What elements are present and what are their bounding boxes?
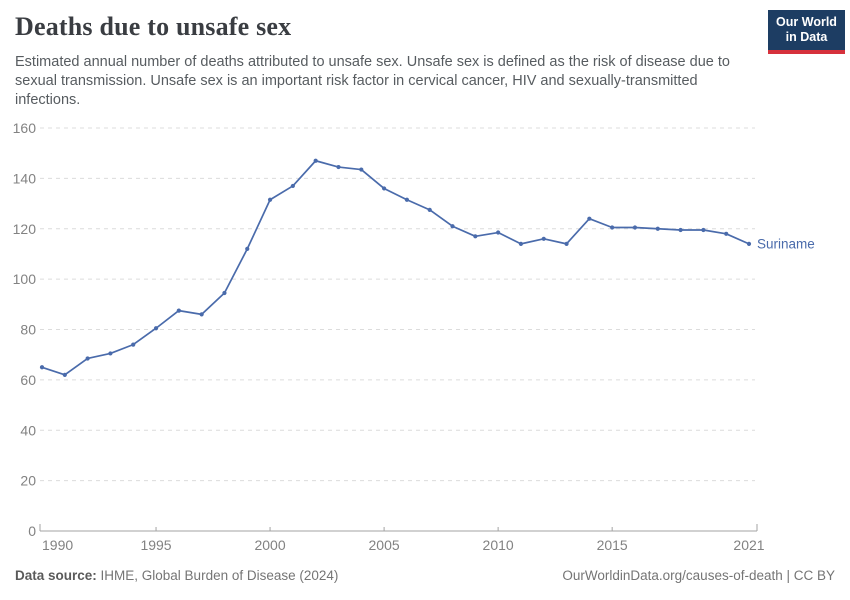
x-axis-tick-label: 2021 <box>733 537 764 553</box>
data-point[interactable] <box>746 241 752 246</box>
data-source-value: IHME, Global Burden of Disease (2024) <box>96 568 339 583</box>
data-point[interactable] <box>610 225 615 230</box>
data-point[interactable] <box>245 246 250 251</box>
data-source-label: Data source: <box>15 568 97 583</box>
data-point[interactable] <box>564 241 569 246</box>
data-point[interactable] <box>701 227 706 233</box>
series-label-suriname[interactable]: Suriname <box>757 236 815 251</box>
data-point[interactable] <box>39 365 45 370</box>
data-point[interactable] <box>632 225 638 230</box>
license-link[interactable]: OurWorldinData.org/causes-of-death | CC … <box>562 568 835 583</box>
chart-footer: Data source: IHME, Global Burden of Dise… <box>15 568 835 583</box>
data-point[interactable] <box>131 342 136 347</box>
y-axis-tick-label: 160 <box>13 120 37 136</box>
x-axis-tick-label: 2015 <box>597 537 628 553</box>
data-point[interactable] <box>199 312 204 317</box>
y-axis-tick-label: 140 <box>13 170 37 186</box>
data-point[interactable] <box>381 186 387 191</box>
data-point[interactable] <box>62 372 67 377</box>
data-point[interactable] <box>108 351 113 356</box>
owid-logo-line2: in Data <box>785 30 828 44</box>
data-point[interactable] <box>496 230 501 235</box>
y-axis-tick-label: 40 <box>20 422 36 438</box>
data-point[interactable] <box>313 158 318 163</box>
chart-title: Deaths due to unsafe sex <box>15 12 292 41</box>
data-point[interactable] <box>655 226 660 231</box>
owid-logo-line1: Our World <box>776 15 837 29</box>
data-point[interactable] <box>518 241 524 246</box>
x-axis-tick-label: 2010 <box>483 537 514 553</box>
owid-logo[interactable]: Our World in Data <box>768 10 845 54</box>
chart-header: Deaths due to unsafe sex Estimated annua… <box>15 12 835 110</box>
data-point[interactable] <box>176 308 181 313</box>
data-source: Data source: IHME, Global Burden of Dise… <box>15 568 338 583</box>
data-point[interactable] <box>473 234 478 239</box>
series-line-suriname[interactable] <box>41 159 750 376</box>
data-point[interactable] <box>222 290 227 296</box>
data-point[interactable] <box>267 197 273 202</box>
y-axis-tick-label: 20 <box>20 473 36 489</box>
data-point[interactable] <box>336 164 341 170</box>
y-axis-tick-label: 100 <box>13 271 37 287</box>
data-point[interactable] <box>153 326 159 331</box>
data-point[interactable] <box>541 236 546 241</box>
y-axis-tick-label: 80 <box>20 322 36 338</box>
y-axis-tick-label: 0 <box>28 523 36 539</box>
y-axis-tick-label: 120 <box>13 221 37 237</box>
data-point[interactable] <box>450 224 455 229</box>
chart-subtitle: Estimated annual number of deaths attrib… <box>15 54 730 108</box>
data-point[interactable] <box>290 183 295 189</box>
data-point[interactable] <box>724 231 729 236</box>
data-point[interactable] <box>85 356 90 361</box>
y-axis-tick-label: 60 <box>20 372 36 388</box>
x-axis-tick-label: 1990 <box>42 537 73 553</box>
x-axis-tick-label: 2000 <box>254 537 285 553</box>
data-point[interactable] <box>359 167 364 172</box>
x-axis-tick-label: 1995 <box>140 537 171 553</box>
x-axis-tick-label: 2005 <box>369 537 400 553</box>
data-point[interactable] <box>427 207 432 212</box>
data-point[interactable] <box>678 227 683 233</box>
data-point[interactable] <box>587 216 592 221</box>
data-point[interactable] <box>404 197 410 202</box>
